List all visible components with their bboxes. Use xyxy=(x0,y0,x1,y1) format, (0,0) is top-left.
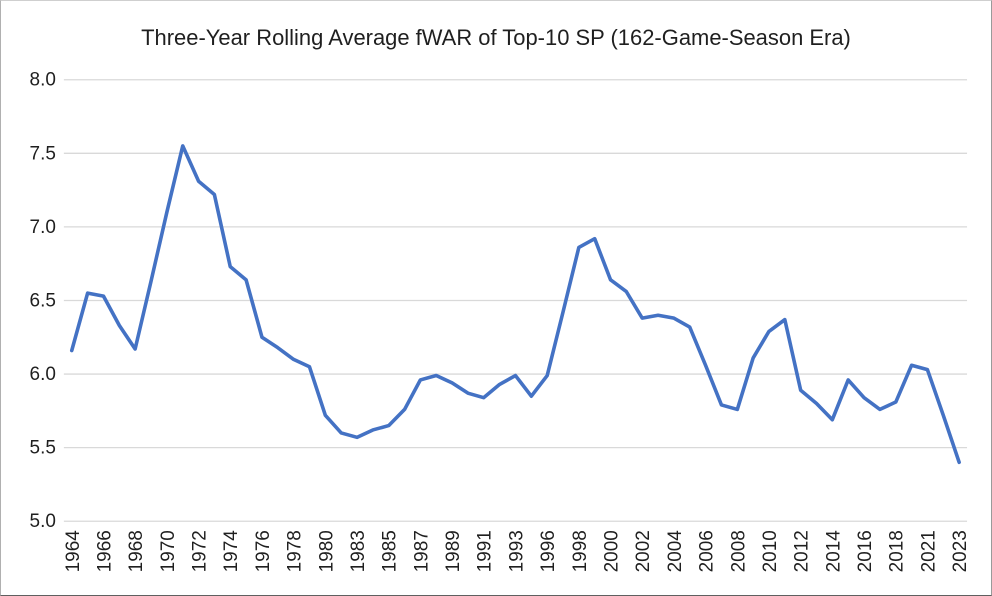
x-axis-tick-label: 1974 xyxy=(221,530,242,572)
x-axis-tick-label: 2018 xyxy=(887,530,908,572)
y-axis-tick-label: 7.5 xyxy=(30,143,56,164)
x-axis-tick-label: 1993 xyxy=(506,530,527,572)
x-axis-tick-label: 1964 xyxy=(63,530,84,572)
x-axis-tick-label: 1976 xyxy=(253,530,274,572)
x-axis-tick-label: 1972 xyxy=(190,530,211,572)
x-axis-tick-label: 2002 xyxy=(633,530,654,572)
x-axis-tick-label: 1968 xyxy=(126,530,147,572)
x-axis-tick-label: 1998 xyxy=(570,530,591,572)
x-axis-tick-label: 1970 xyxy=(158,530,179,572)
x-axis-tick-label: 2014 xyxy=(823,530,844,572)
x-axis-tick-label: 2012 xyxy=(792,530,813,572)
x-axis-tick-label: 1991 xyxy=(475,530,496,572)
x-axis-tick-label: 2004 xyxy=(665,530,686,572)
x-axis-tick-label: 1978 xyxy=(285,530,306,572)
y-axis-tick-label: 5.0 xyxy=(30,511,56,532)
data-line xyxy=(69,144,961,465)
chart-title: Three-Year Rolling Average fWAR of Top-1… xyxy=(141,25,851,50)
y-axis-tick-label: 6.0 xyxy=(30,364,56,385)
x-axis-tick-label: 1996 xyxy=(538,530,559,572)
x-axis-tick-label: 2008 xyxy=(728,530,749,572)
x-axis-tick-label: 1987 xyxy=(411,530,432,572)
x-axis-tick-label: 2023 xyxy=(950,530,971,572)
x-axis-tick-label: 1980 xyxy=(316,530,337,572)
x-axis-tick-label: 2006 xyxy=(697,530,718,572)
x-axis-tick-label: 1966 xyxy=(94,530,115,572)
x-axis-tick-label: 2016 xyxy=(855,530,876,572)
y-axis-tick-label: 6.5 xyxy=(30,290,56,311)
x-axis-tick-label: 2010 xyxy=(760,530,781,572)
x-axis-tick-label: 2000 xyxy=(602,530,623,572)
x-axis-tick-label: 1989 xyxy=(443,530,464,572)
x-axis-tick-label: 1985 xyxy=(380,530,401,572)
y-axis-tick-label: 5.5 xyxy=(30,438,56,459)
y-axis-tick-label: 7.0 xyxy=(30,217,56,238)
y-axis-tick-label: 8.0 xyxy=(30,70,56,91)
x-axis-tick-label: 2021 xyxy=(918,530,939,572)
x-axis-tick-label: 1983 xyxy=(348,530,369,572)
